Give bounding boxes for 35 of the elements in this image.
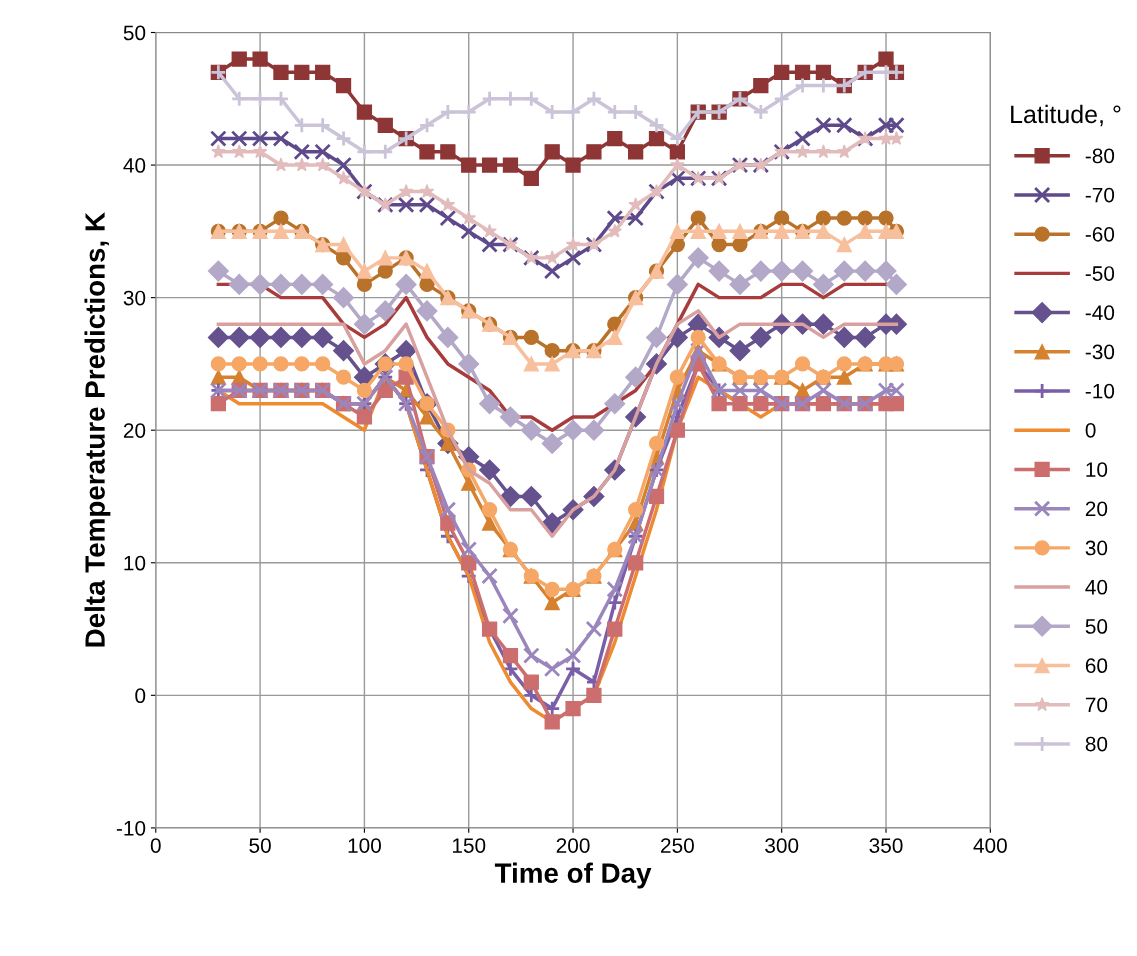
legend-label: -70 <box>1085 187 1115 203</box>
legend-title: Latitude, ° <box>1011 104 1121 127</box>
legend-label: -40 <box>1085 305 1115 321</box>
legend-label: 30 <box>1085 540 1108 556</box>
legend-label: 70 <box>1085 697 1108 713</box>
x-tick-label: 200 <box>556 838 590 853</box>
x-tick-label: 0 <box>150 838 161 853</box>
y-tick-label: 50 <box>123 25 146 41</box>
legend-label: -60 <box>1085 226 1115 242</box>
y-axis-title: Delta Temperature Predictions, K <box>84 212 111 647</box>
x-tick-label: 350 <box>869 838 903 853</box>
y-tick-label: 0 <box>135 688 146 704</box>
legend-label: 10 <box>1086 462 1108 477</box>
x-tick-label: 400 <box>973 838 1007 853</box>
x-tick-label: 150 <box>452 838 486 853</box>
legend-label: 60 <box>1085 658 1108 674</box>
x-tick-label: 50 <box>249 838 271 853</box>
legend-label: -10 <box>1085 383 1115 399</box>
legend-label: 50 <box>1085 619 1108 634</box>
x-tick-label: 250 <box>661 838 694 853</box>
x-axis-title: Time of Day <box>494 862 652 889</box>
y-tick-label: 10 <box>124 555 146 571</box>
y-tick-label: 40 <box>123 158 146 173</box>
legend-label: 20 <box>1085 501 1108 517</box>
y-tick-label: 20 <box>123 423 146 438</box>
legend-label: -80 <box>1085 148 1115 164</box>
x-tick-label: 100 <box>348 838 381 853</box>
legend-label: 80 <box>1085 736 1108 752</box>
x-tick-label: 300 <box>765 838 799 853</box>
legend-label: 40 <box>1085 579 1108 595</box>
legend-label: -30 <box>1085 344 1115 360</box>
legend-label: 0 <box>1085 422 1096 438</box>
legend-label: -50 <box>1085 266 1115 281</box>
y-tick-label: -10 <box>116 820 146 836</box>
y-tick-label: 30 <box>123 290 146 306</box>
